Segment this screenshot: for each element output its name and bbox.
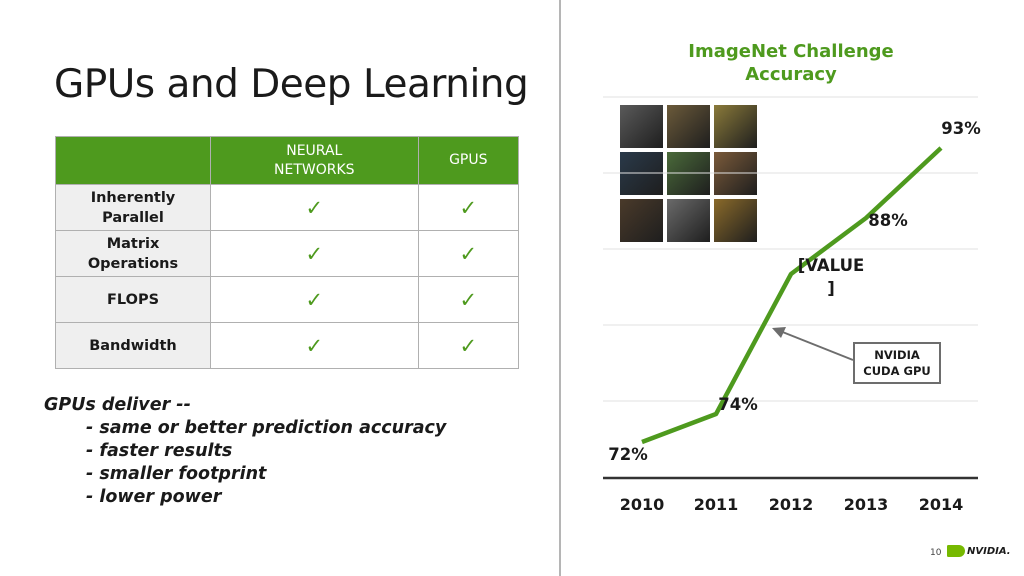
imagenet-thumbnail xyxy=(667,105,710,148)
nvidia-eye-icon xyxy=(947,545,965,557)
row-label: Matrix Operations xyxy=(55,230,211,277)
check-icon: ✓ xyxy=(210,276,419,323)
bullet-item: - smaller footprint xyxy=(86,464,267,484)
row-label: FLOPS xyxy=(55,276,211,323)
check-icon: ✓ xyxy=(417,230,520,277)
slide-divider xyxy=(559,0,561,576)
table-header-gpus: GPUS xyxy=(417,136,520,185)
imagenet-thumbnail xyxy=(714,199,757,242)
data-label: 88% xyxy=(868,211,908,230)
nvidia-logo: NVIDIA. xyxy=(947,545,1011,557)
check-icon: ✓ xyxy=(417,322,520,369)
data-label: 93% xyxy=(941,119,981,138)
chart-title: ImageNet Challenge Accuracy xyxy=(688,41,894,85)
page-number: 10 xyxy=(930,548,942,558)
table-row: Matrix Operations ✓ ✓ xyxy=(55,230,520,277)
bullet-heading: GPUs deliver -- xyxy=(44,395,191,415)
x-tick-label: 2014 xyxy=(919,495,964,514)
x-tick-label: 2011 xyxy=(694,495,739,514)
table-row: FLOPS ✓ ✓ xyxy=(55,276,520,323)
x-tick-label: 2013 xyxy=(844,495,889,514)
imagenet-thumbnail xyxy=(714,105,757,148)
imagenet-thumbnail xyxy=(620,105,663,148)
check-icon: ✓ xyxy=(417,276,520,323)
comparison-table: NEURAL NETWORKS GPUS Inherently Parallel… xyxy=(55,136,520,369)
data-label: [VALUE] xyxy=(798,256,865,298)
check-icon: ✓ xyxy=(210,184,419,231)
check-icon: ✓ xyxy=(210,230,419,277)
x-tick-label: 2012 xyxy=(769,495,814,514)
check-icon: ✓ xyxy=(210,322,419,369)
bullet-list: GPUs deliver -- - same or better predict… xyxy=(44,394,446,509)
row-label: Inherently Parallel xyxy=(55,184,211,231)
arrowhead-icon xyxy=(772,327,786,338)
table-corner-cell xyxy=(55,136,211,185)
bullet-item: - faster results xyxy=(86,441,233,461)
nvidia-wordmark: NVIDIA. xyxy=(967,545,1011,557)
data-label: 74% xyxy=(718,395,758,414)
cuda-gpu-callout: NVIDIA CUDA GPU xyxy=(853,342,941,384)
callout-arrow xyxy=(779,330,854,361)
table-header-neural-networks: NEURAL NETWORKS xyxy=(210,136,419,185)
row-label: Bandwidth xyxy=(55,322,211,369)
x-tick-label: 2010 xyxy=(620,495,665,514)
imagenet-thumbnail xyxy=(667,199,710,242)
table-header-row: NEURAL NETWORKS GPUS xyxy=(55,136,520,185)
bullet-item: - lower power xyxy=(86,487,222,507)
data-label: 72% xyxy=(608,445,648,464)
table-row: Inherently Parallel ✓ ✓ xyxy=(55,184,520,231)
slide-title: GPUs and Deep Learning xyxy=(54,62,529,107)
imagenet-thumbnail xyxy=(620,199,663,242)
table-row: Bandwidth ✓ ✓ xyxy=(55,322,520,369)
bullet-item: - same or better prediction accuracy xyxy=(86,418,447,438)
series-line xyxy=(641,146,943,445)
